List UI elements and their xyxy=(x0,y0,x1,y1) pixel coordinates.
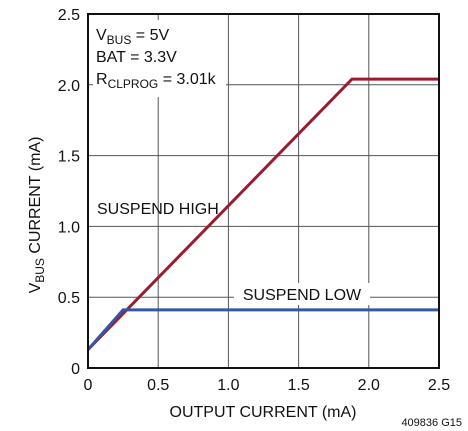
series-line-suspend-high xyxy=(86,77,439,351)
x-tick-label: 1.0 xyxy=(217,377,239,394)
series-labels: SUSPEND HIGH SUSPEND LOW xyxy=(97,201,370,305)
annotation-vbus: VBUS = 5V xyxy=(96,27,169,47)
y-tick-label: 2.0 xyxy=(58,78,80,95)
y-tick-label: 1.0 xyxy=(58,219,80,236)
series-label-bg xyxy=(234,283,370,305)
x-tick-label: 0.5 xyxy=(147,377,169,394)
figure-id: 409836 G15 xyxy=(401,417,462,429)
x-axis-title: OUTPUT CURRENT (mA) xyxy=(170,404,357,421)
y-tick-label: 1.5 xyxy=(58,149,80,166)
y-tick-label: 0 xyxy=(71,361,80,378)
series-label-suspend-high: SUSPEND HIGH xyxy=(97,201,219,218)
y-tick-label: 2.5 xyxy=(58,7,80,24)
plot-frame xyxy=(87,13,440,369)
annotation-bat: BAT = 3.3V xyxy=(96,49,177,66)
x-tick-label: 0 xyxy=(84,377,93,394)
x-tick-label: 2.0 xyxy=(358,377,380,394)
annotation-box xyxy=(93,20,226,97)
x-tick-labels: 0 0.5 1.0 1.5 2.0 2.5 xyxy=(84,377,451,394)
series-line-suspend-low xyxy=(86,308,439,351)
y-tick-labels: 0 0.5 1.0 1.5 2.0 2.5 xyxy=(58,7,80,378)
series-label-suspend-low: SUSPEND LOW xyxy=(243,287,362,304)
x-tick-label: 2.5 xyxy=(428,377,450,394)
y-axis-title: VBUS CURRENT (mA) xyxy=(27,137,47,294)
annotation-rclprog: RCLPROG = 3.01k xyxy=(96,71,217,91)
x-tick-label: 1.5 xyxy=(287,377,309,394)
y-tick-label: 0.5 xyxy=(58,290,80,307)
series-group xyxy=(86,77,439,351)
